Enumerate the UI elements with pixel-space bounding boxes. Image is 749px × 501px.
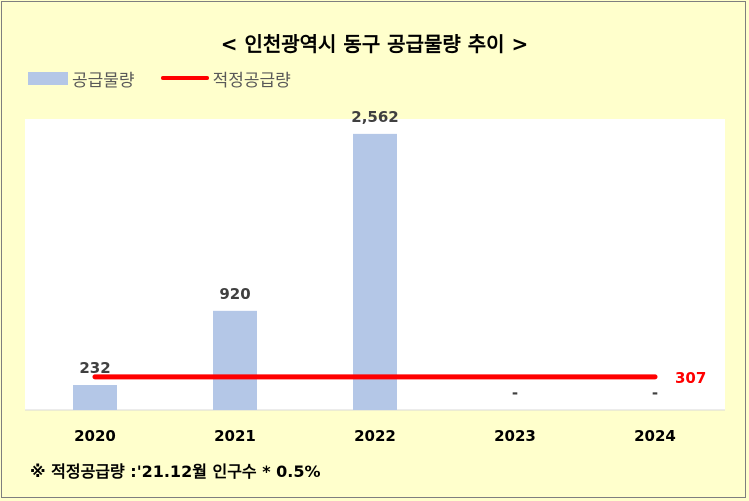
x-tick-label-2021: 2021 (214, 427, 256, 445)
legend-label-optimal: 적정공급량 (212, 70, 291, 91)
legend: 공급물량 적정공급량 (28, 66, 291, 91)
bar-2022 (353, 133, 397, 410)
bar-value-label-2023: - (512, 384, 518, 402)
footnote: ※ 적정공급량 :'21.12월 인구수 * 0.5% (30, 462, 321, 481)
bar-value-label-2022: 2,562 (351, 108, 398, 126)
x-tick-label-2022: 2022 (354, 427, 396, 445)
bar-value-label-2021: 920 (219, 285, 250, 303)
legend-swatch-supply (28, 71, 68, 85)
x-tick-label-2020: 2020 (74, 427, 116, 445)
legend-line-optimal (160, 76, 209, 80)
chart-title: < 인천광역시 동구 공급물량 추이 > (220, 32, 529, 56)
x-tick-label-2024: 2024 (634, 427, 676, 445)
bar-value-label-2024: - (652, 384, 658, 402)
optimal-line-value-label: 307 (675, 369, 706, 387)
bar-2020 (73, 384, 117, 410)
bar-2021 (213, 310, 257, 410)
legend-label-supply: 공급물량 (72, 70, 135, 91)
bar-value-label-2020: 232 (79, 359, 110, 377)
x-tick-label-2023: 2023 (494, 427, 536, 445)
